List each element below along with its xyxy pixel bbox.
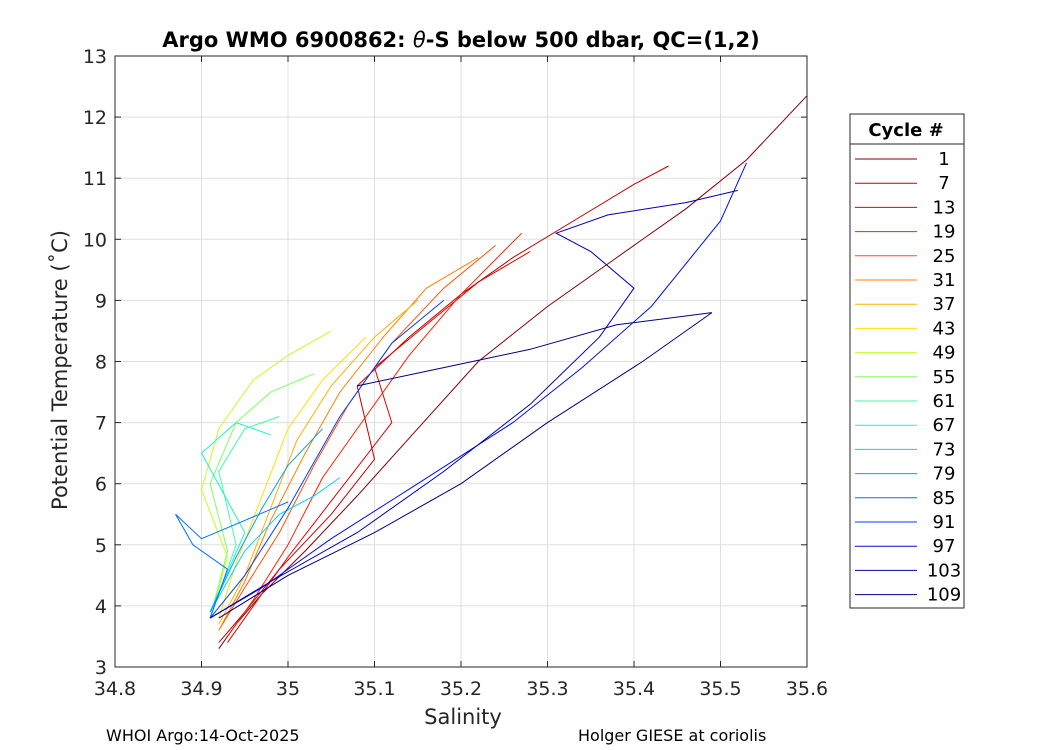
y-tick-label: 11	[83, 168, 107, 190]
x-tick-label: 35.2	[440, 678, 482, 700]
y-axis-label: Potential Temperature (˚C)	[48, 230, 72, 510]
y-tick-label: 12	[83, 107, 107, 129]
series-line-cycle-73	[209, 477, 341, 613]
chart-title: Argo WMO 6900862: θ-S below 500 dbar, QC…	[162, 28, 759, 52]
legend-label-13: 13	[933, 197, 956, 218]
series-line-cycle-25	[218, 245, 496, 631]
series-line-cycle-103	[209, 189, 738, 619]
series-line-cycle-91	[209, 300, 445, 619]
y-tick-label: 9	[95, 290, 107, 312]
series-line-cycle-79	[209, 428, 323, 613]
x-tick-label: 35.5	[699, 678, 741, 700]
series-line-cycle-31	[218, 257, 479, 631]
y-tick-label: 13	[83, 46, 107, 68]
x-tick-label: 34.8	[94, 678, 136, 700]
footer-left: WHOI Argo:14-Oct-2025	[106, 726, 300, 745]
legend-label-97: 97	[933, 536, 956, 557]
legend-label-73: 73	[933, 439, 956, 460]
legend-label-49: 49	[933, 343, 956, 364]
x-tick-label: 34.9	[180, 678, 222, 700]
series-line-cycle-97	[209, 162, 747, 619]
series-line-cycle-49	[200, 330, 332, 619]
y-tick-label: 4	[95, 596, 107, 618]
y-tick-label: 6	[95, 474, 107, 496]
legend-title: Cycle #	[868, 120, 943, 141]
legend-box	[849, 113, 965, 609]
legend-label-109: 109	[927, 585, 961, 606]
y-tick-label: 5	[95, 535, 107, 557]
x-tick-label: 35.6	[786, 678, 828, 700]
legend-label-85: 85	[933, 488, 956, 509]
legend-label-61: 61	[933, 391, 956, 412]
legend-label-91: 91	[933, 512, 956, 533]
legend-label-67: 67	[933, 415, 956, 436]
legend-label-1: 1	[938, 149, 949, 170]
series-line-cycle-85	[175, 501, 289, 619]
legend: Cycle # 1 7 13 19 25 31 37 43 49 55 61 67 73 79 85 91 97…	[849, 113, 965, 609]
x-axis-label: Salinity	[424, 705, 502, 729]
legend-label-43: 43	[933, 318, 956, 339]
legend-label-103: 103	[927, 560, 961, 581]
y-tick-label: 10	[83, 229, 107, 251]
series-lines	[175, 95, 807, 649]
series-line-cycle-7	[218, 165, 669, 643]
x-tick-label: 35.1	[353, 678, 395, 700]
series-line-cycle-55	[209, 373, 315, 619]
series-line-cycle-19	[227, 232, 522, 637]
legend-label-55: 55	[933, 367, 956, 388]
x-tick-label: 35.4	[613, 678, 655, 700]
y-axis-ticks: 3 4 5 6 7 8 9 10 11 12 13	[83, 46, 807, 679]
series-line-cycle-109	[218, 312, 713, 619]
legend-label-79: 79	[933, 464, 956, 485]
x-axis-ticks: 34.8 34.9 35 35.1 35.2 35.3 35.4 35.5 35.6	[94, 56, 828, 700]
x-tick-label: 35	[276, 678, 300, 700]
legend-entries: 1 7 13 19 25 31 37 43 49 55 61 67 73 79 85 91 97 103 109	[855, 149, 961, 606]
legend-label-19: 19	[933, 222, 956, 243]
footer-right: Holger GIESE at coriolis	[578, 726, 767, 745]
y-tick-label: 8	[95, 352, 107, 374]
y-tick-label: 7	[95, 413, 107, 435]
legend-label-37: 37	[933, 294, 956, 315]
legend-label-25: 25	[933, 246, 956, 267]
x-tick-label: 35.3	[526, 678, 568, 700]
y-tick-label: 3	[95, 657, 107, 679]
legend-label-7: 7	[938, 173, 949, 194]
legend-label-31: 31	[933, 270, 956, 291]
series-line-cycle-67	[200, 422, 271, 613]
